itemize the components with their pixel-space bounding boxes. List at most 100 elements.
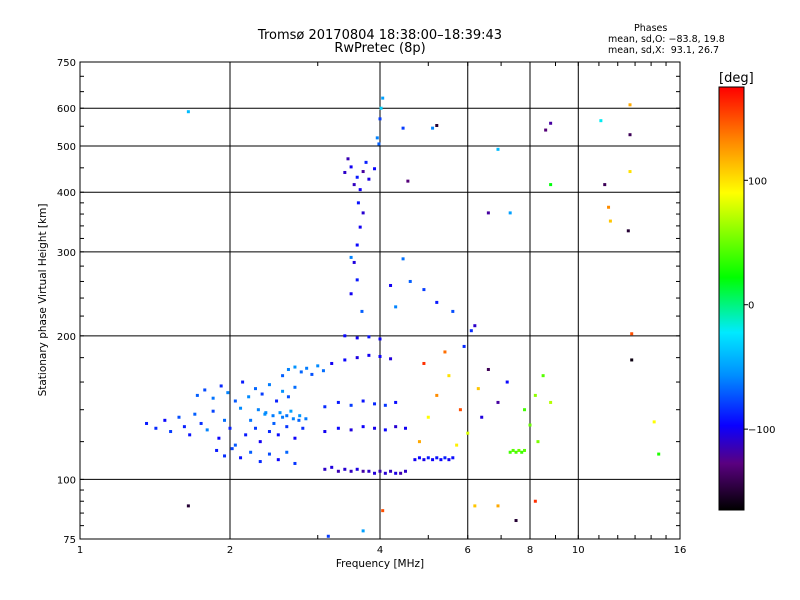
data-point [657, 452, 661, 456]
data-point [549, 183, 553, 187]
data-point [182, 425, 186, 429]
y-tick-label: 300 [57, 248, 76, 259]
data-point [373, 426, 377, 430]
data-point [249, 418, 253, 422]
data-point [367, 469, 371, 473]
data-point [349, 428, 353, 432]
data-point [373, 471, 377, 475]
data-point [267, 452, 271, 456]
data-point [523, 448, 527, 452]
data-point [352, 183, 356, 187]
data-point [293, 365, 297, 369]
data-point [297, 418, 301, 422]
data-point [361, 469, 365, 473]
data-point [496, 147, 500, 151]
data-point [383, 471, 387, 475]
data-point [389, 283, 393, 287]
data-point [426, 415, 430, 419]
data-point [291, 417, 295, 421]
y-tick-label: 400 [57, 188, 76, 199]
data-point [413, 458, 417, 462]
data-point [528, 423, 532, 427]
data-point [626, 229, 630, 233]
data-point [272, 421, 276, 425]
data-point [195, 393, 199, 397]
data-point [326, 534, 330, 538]
data-point [439, 458, 443, 462]
data-point [373, 167, 377, 171]
data-point [293, 436, 297, 440]
data-point [426, 456, 430, 460]
colorbar [718, 86, 745, 511]
data-point [399, 471, 403, 475]
data-point [443, 350, 447, 354]
data-point [358, 225, 362, 229]
data-point [205, 428, 209, 432]
data-point [505, 380, 509, 384]
data-point [330, 361, 334, 365]
data-point [422, 288, 426, 292]
data-point [299, 370, 303, 374]
data-point [381, 509, 385, 513]
data-point [549, 121, 553, 125]
data-point [378, 469, 382, 473]
data-point [336, 469, 340, 473]
data-point [355, 467, 359, 471]
data-point [394, 425, 398, 429]
data-point [219, 384, 223, 388]
data-point [462, 344, 466, 348]
data-point [355, 175, 359, 179]
data-point [466, 431, 470, 435]
data-point [293, 461, 297, 465]
data-point [360, 309, 364, 313]
data-point [343, 334, 347, 338]
y-tick-label: 750 [57, 58, 76, 69]
colorbar-tick-label: −100 [748, 425, 775, 436]
data-point [193, 412, 197, 416]
data-point [211, 396, 215, 400]
data-point [258, 460, 262, 464]
data-point [381, 96, 385, 100]
y-tick-label: 200 [57, 332, 76, 343]
data-point [323, 405, 327, 409]
data-point [293, 385, 297, 389]
data-point [496, 400, 500, 404]
data-point [628, 103, 632, 107]
data-point [533, 393, 537, 397]
data-point [239, 456, 243, 460]
data-point [285, 425, 289, 429]
data-point [336, 400, 340, 404]
data-point [473, 504, 477, 508]
phases-stats-x: mean, sd,X: 93.1, 26.7 [608, 45, 720, 56]
data-point [361, 425, 365, 429]
data-point [203, 388, 207, 392]
data-point [451, 456, 455, 460]
data-point [267, 430, 271, 434]
y-tick-label: 500 [57, 142, 76, 153]
data-point [599, 119, 603, 123]
data-point [367, 335, 371, 339]
data-point [375, 136, 379, 140]
data-point [523, 408, 527, 412]
data-point [435, 300, 439, 304]
data-point [417, 440, 421, 444]
data-point [323, 467, 327, 471]
data-point [346, 157, 350, 161]
data-point [378, 117, 382, 121]
data-point [367, 177, 371, 181]
y-tick-label: 600 [57, 104, 76, 115]
data-point [186, 110, 190, 114]
data-point [352, 260, 356, 264]
colorbar-tick-label: 0 [748, 301, 754, 312]
data-point [511, 448, 515, 452]
data-point [508, 450, 512, 454]
data-point [630, 332, 634, 336]
data-point [349, 403, 353, 407]
data-point [508, 211, 512, 215]
data-point [260, 392, 264, 396]
data-point [367, 353, 371, 357]
data-point [486, 211, 490, 215]
phases-stats-title: Phases [634, 23, 668, 34]
data-point [514, 450, 518, 454]
